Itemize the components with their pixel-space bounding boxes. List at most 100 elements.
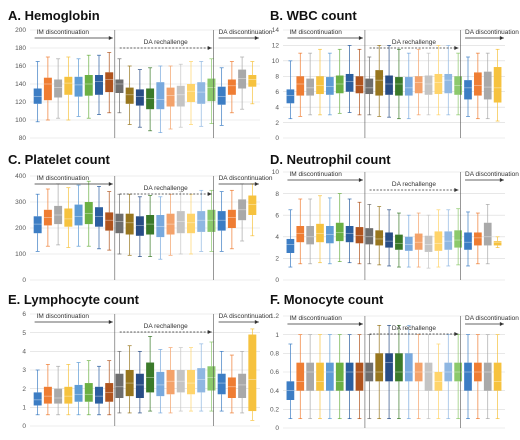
box-9 xyxy=(365,204,374,265)
y-tick-label: 8 xyxy=(275,73,279,80)
y-tick-label: 6 xyxy=(275,212,279,219)
box-2 xyxy=(296,198,305,265)
box-5 xyxy=(74,58,83,117)
y-tick-label: 6 xyxy=(22,311,26,318)
box-body xyxy=(95,207,103,227)
box-7 xyxy=(345,198,354,264)
box-body xyxy=(227,377,236,398)
y-tick-label: 10 xyxy=(272,169,280,176)
box-17 xyxy=(444,334,453,420)
box-body xyxy=(474,72,482,96)
box-5 xyxy=(326,197,334,265)
annotation-arrowhead xyxy=(254,36,259,40)
box-body xyxy=(74,384,83,402)
box-4 xyxy=(316,195,324,264)
box-body xyxy=(187,213,195,234)
box-20 xyxy=(474,212,482,265)
box-body xyxy=(483,71,492,100)
box-21 xyxy=(483,204,492,265)
y-tick-label: 12 xyxy=(272,43,280,50)
annotation-arrowhead xyxy=(454,46,459,50)
box-15 xyxy=(176,347,185,412)
box-22 xyxy=(493,334,502,420)
box-13 xyxy=(404,214,413,268)
box-body xyxy=(54,388,63,404)
annotation-im-discontinuation: IM discontinuation xyxy=(289,29,342,36)
y-tick-label: 14 xyxy=(272,27,280,34)
box-body xyxy=(187,370,195,395)
box-body xyxy=(286,238,295,253)
box-18 xyxy=(454,334,462,420)
box-16 xyxy=(187,61,195,125)
box-11 xyxy=(385,324,393,420)
box-body xyxy=(43,386,52,404)
box-body xyxy=(424,75,433,95)
box-5 xyxy=(326,52,334,116)
box-body xyxy=(444,231,453,250)
annotation-da-rechallenge: DA rechallenge xyxy=(144,39,188,46)
box-body xyxy=(434,73,443,95)
annotation-arrowhead xyxy=(499,36,504,40)
box-body xyxy=(64,76,73,95)
box-7 xyxy=(345,45,354,113)
annotation-arrowhead xyxy=(207,46,212,50)
box-body xyxy=(483,222,492,246)
box-2 xyxy=(43,364,52,416)
box-7 xyxy=(345,334,354,420)
box-body xyxy=(306,78,314,96)
box-body xyxy=(326,362,334,391)
phase-annotations: IM discontinuation DA rechallenge DA disco… xyxy=(34,175,273,280)
y-tick-label: 6 xyxy=(275,89,279,96)
panel-title: C. Platelet count xyxy=(8,152,111,167)
box-2 xyxy=(296,52,305,117)
y-tick-label: 100 xyxy=(15,251,26,258)
box-body xyxy=(355,76,364,94)
box-9 xyxy=(365,334,374,420)
box-body xyxy=(385,75,393,95)
box-1 xyxy=(33,193,42,252)
box-body xyxy=(74,76,83,97)
box-17 xyxy=(197,343,206,412)
panel-title: A. Hemoglobin xyxy=(8,8,100,23)
box-5 xyxy=(74,184,83,247)
box-body xyxy=(296,76,305,96)
box-9 xyxy=(115,350,124,414)
box-body xyxy=(54,79,63,98)
box-18 xyxy=(454,52,462,116)
box-7 xyxy=(95,54,103,115)
phase-annotations: IM discontinuation DA rechallenge DA disco… xyxy=(287,315,519,428)
y-tick-label: 1 xyxy=(275,332,279,339)
box-19 xyxy=(464,56,472,117)
box-20 xyxy=(474,334,482,420)
box-body xyxy=(493,241,502,246)
box-21 xyxy=(483,334,492,420)
box-body xyxy=(483,362,492,391)
phase-annotations: IM discontinuation DA rechallenge DA disco… xyxy=(34,313,273,426)
box-2 xyxy=(43,56,52,121)
box-6 xyxy=(84,54,93,119)
box-12 xyxy=(146,195,155,257)
box-body xyxy=(335,222,344,242)
box-body xyxy=(474,232,482,246)
box-body xyxy=(33,88,42,104)
box-11 xyxy=(135,69,144,128)
box-body xyxy=(296,226,305,243)
box-body xyxy=(335,75,344,94)
annotation-da-discontinuation: DA discontinuation xyxy=(465,171,519,178)
box-1 xyxy=(33,369,42,416)
box-body xyxy=(197,368,206,393)
box-5 xyxy=(326,334,334,420)
panel-title: B. WBC count xyxy=(270,8,357,23)
y-tick-label: 4 xyxy=(22,349,26,356)
box-body xyxy=(84,383,93,402)
box-body xyxy=(306,362,314,391)
box-17 xyxy=(197,189,206,252)
annotation-arrowhead xyxy=(207,192,212,196)
y-tick-label: 2 xyxy=(275,256,279,263)
box-15 xyxy=(176,191,185,255)
box-body xyxy=(404,353,413,382)
box-body xyxy=(365,228,374,245)
y-tick-label: 3 xyxy=(22,367,26,374)
box-body xyxy=(176,211,185,234)
box-body xyxy=(385,353,393,382)
